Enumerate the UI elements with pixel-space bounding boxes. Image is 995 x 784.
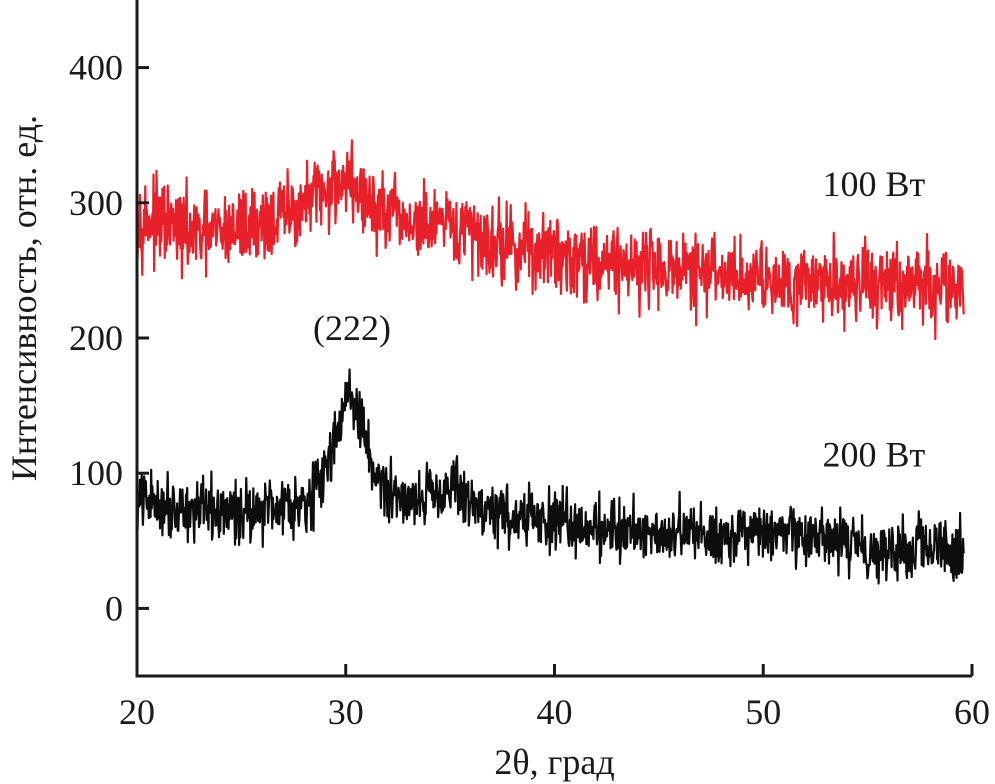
- x-tick-label: 40: [537, 692, 573, 732]
- x-tick-label: 50: [745, 692, 781, 732]
- y-tick-label: 100: [69, 453, 123, 493]
- x-tick-label: 20: [119, 692, 155, 732]
- x-ticks: 20 30 40 50 60: [119, 664, 990, 732]
- series-label-1: 200 Вт: [823, 434, 926, 474]
- series-labels: 100 Вт 200 Вт: [823, 164, 926, 474]
- y-tick-label: 200: [69, 318, 123, 358]
- series-line-1: [135, 368, 965, 585]
- peak-annotation: (222): [313, 308, 391, 348]
- x-tick-label: 60: [954, 692, 990, 732]
- y-axis-title: Интенсивность, отн. ед.: [4, 115, 44, 481]
- x-tick-label: 30: [328, 692, 364, 732]
- axis-frame: [135, 0, 972, 678]
- series-label-0: 100 Вт: [823, 164, 926, 204]
- x-axis-title: 2θ, град: [494, 742, 614, 782]
- axes-layer: [135, 0, 972, 678]
- y-tick-label: 400: [69, 48, 123, 88]
- y-tick-label: 0: [105, 588, 123, 628]
- y-tick-label: 300: [69, 183, 123, 223]
- series-layer: [135, 139, 965, 585]
- annotations: (222): [313, 308, 391, 348]
- series-line-0: [135, 139, 965, 341]
- y-ticks: 0 100 200 300 400: [69, 48, 149, 628]
